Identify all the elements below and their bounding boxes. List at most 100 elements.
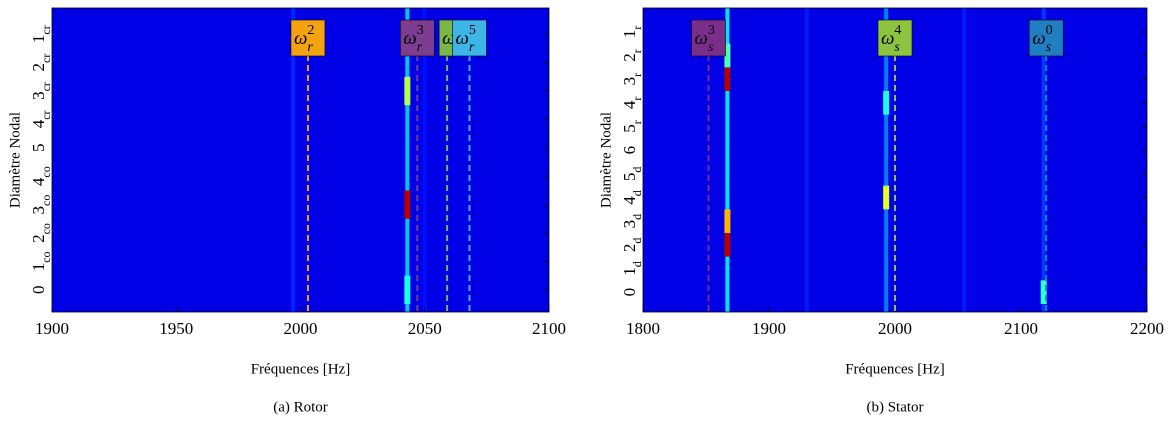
x-tick-label: 2100	[1004, 319, 1038, 338]
y-tick-sub: r	[630, 26, 644, 30]
y-tick-sub: d	[630, 190, 644, 196]
marker-label: ω2 r	[294, 23, 314, 55]
x-tick-label: 2050	[408, 319, 442, 338]
marker-box	[290, 19, 326, 57]
marker-symbol: ω	[403, 28, 416, 49]
y-tick-label: 2d	[620, 238, 644, 253]
marker-symbol: ω	[695, 28, 708, 49]
y-tick-sub: co	[39, 195, 53, 206]
y-axis-label: Diamètre Nodal	[598, 112, 614, 208]
y-tick-label: 2r	[620, 49, 644, 62]
x-tick-label: 2200	[1130, 319, 1164, 338]
x-axis-label: Fréquences [Hz]	[251, 361, 351, 377]
y-tick-sub: cr	[39, 25, 53, 34]
caption: (a) Rotor	[273, 399, 328, 415]
spectral-column	[962, 8, 967, 312]
y-tick-main: 5	[620, 173, 639, 182]
y-tick-label: 0	[620, 288, 639, 297]
y-tick-label: 4d	[620, 190, 644, 205]
marker-sup: 3	[708, 23, 715, 38]
x-tick-label: 2000	[878, 319, 912, 338]
y-tick-label: 1co	[29, 251, 53, 271]
y-tick-label: 5r	[620, 120, 644, 133]
y-tick-label: 2co	[29, 223, 53, 243]
spectral-column	[804, 8, 809, 312]
marker-symbol: ω	[881, 28, 894, 49]
marker-sup: 0	[1046, 23, 1053, 38]
y-tick-sub: d	[630, 214, 644, 220]
peak	[724, 43, 731, 68]
y-tick-main: 4	[620, 196, 639, 205]
spectral-column	[405, 8, 410, 312]
y-tick-main: 5	[29, 144, 48, 153]
y-tick-main: 3	[620, 220, 639, 229]
spectral-column	[884, 8, 889, 312]
y-tick-main: 3	[620, 77, 639, 86]
y-tick-main: 2	[29, 234, 48, 243]
x-tick-label: 1900	[35, 319, 69, 338]
y-tick-sub: r	[630, 73, 644, 77]
y-tick-sub: co	[39, 166, 53, 177]
y-tick-label: 5d	[620, 167, 644, 182]
y-tick-main: 2	[29, 63, 48, 72]
y-tick-label: 0	[29, 286, 48, 295]
marker-symbol: ω	[294, 28, 307, 49]
marker-box	[877, 19, 913, 57]
peak	[724, 209, 731, 233]
spectral-column	[725, 8, 730, 312]
y-tick-label: 4co	[29, 166, 53, 186]
y-tick-sub: r	[630, 49, 644, 53]
x-tick-label: 1900	[752, 319, 786, 338]
y-tick-label: 3cr	[29, 82, 53, 100]
y-tick-main: 1	[620, 267, 639, 276]
marker-sup: 3	[417, 23, 424, 38]
marker-sub: r	[469, 40, 475, 55]
marker-label: ω5 r	[455, 23, 475, 55]
marker-sub: s	[894, 40, 900, 55]
marker-box	[1028, 19, 1064, 57]
y-axis-label: Diamètre Nodal	[7, 112, 23, 208]
marker-symbol: ω	[1032, 28, 1045, 49]
marker-box	[691, 19, 726, 57]
marker-label: ω4 s	[881, 23, 901, 55]
y-tick-sub: d	[630, 167, 644, 173]
y-tick-main: 5	[620, 124, 639, 133]
y-tick-sub: d	[630, 238, 644, 244]
y-tick-label: 1r	[620, 26, 644, 39]
y-tick-label: 5	[29, 144, 48, 153]
y-tick-main: 0	[620, 288, 639, 297]
y-tick-label: 1cr	[29, 25, 53, 43]
peak	[404, 275, 411, 304]
y-tick-main: 4	[29, 177, 48, 186]
spectral-column	[1041, 8, 1046, 312]
marker-sub: s	[708, 40, 714, 55]
peak	[1040, 280, 1047, 304]
peak	[724, 233, 731, 257]
marker-sub: r	[417, 40, 423, 55]
y-tick-main: 3	[29, 91, 48, 100]
peak	[883, 185, 890, 210]
y-tick-label: 1d	[620, 261, 644, 276]
y-tick-label: 2cr	[29, 54, 53, 72]
y-tick-label: 3co	[29, 195, 53, 215]
caption: (b) Stator	[866, 399, 923, 415]
peak	[404, 190, 411, 219]
marker-box	[452, 19, 487, 57]
marker-label: ω3 r	[403, 23, 423, 55]
y-tick-sub: r	[630, 97, 644, 101]
plot-frame	[642, 7, 1148, 313]
y-tick-sub: d	[630, 261, 644, 267]
marker-sub: s	[1046, 40, 1052, 55]
x-axis-label: Fréquences [Hz]	[845, 361, 945, 377]
y-tick-main: 4	[29, 119, 48, 128]
y-tick-main: 0	[29, 286, 48, 295]
y-tick-sub: cr	[39, 110, 53, 119]
marker-label: ω3 s	[695, 23, 715, 55]
y-tick-sub: r	[630, 120, 644, 124]
y-tick-label: 3r	[620, 73, 644, 86]
spectral-column	[422, 8, 427, 312]
marker-symbol: ω	[455, 28, 468, 49]
y-tick-sub: co	[39, 251, 53, 262]
x-tick-label: 2100	[532, 319, 566, 338]
